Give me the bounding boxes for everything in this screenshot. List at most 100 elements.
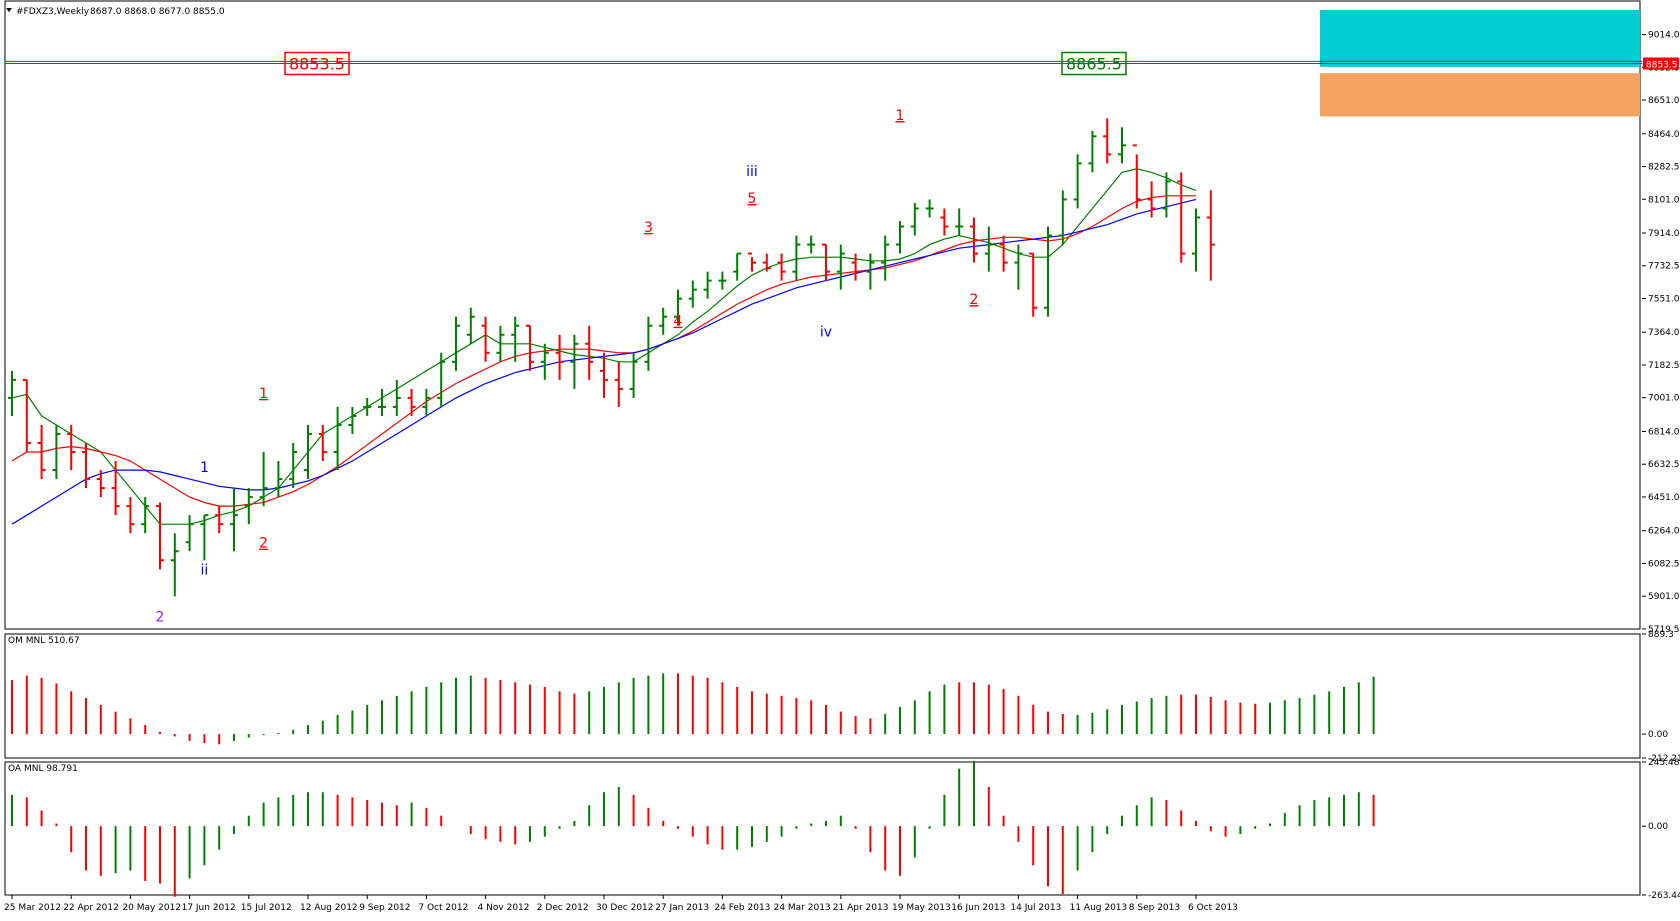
osc1-label: OM MNL 510.67 (8, 636, 80, 646)
ohlc-bar (200, 514, 209, 561)
ohlc-bar (600, 352, 608, 398)
wave-label: 3 (644, 220, 653, 236)
time-tick-label: 7 Oct 2012 (418, 903, 468, 913)
wave-label: 1 (896, 108, 905, 124)
ohlc-bar (392, 379, 401, 416)
time-tick-label: 30 Dec 2012 (596, 903, 654, 913)
time-tick-label: 6 Oct 2013 (1188, 903, 1238, 913)
ohlc-bar (1044, 226, 1052, 317)
ohlc-bar (170, 533, 179, 597)
price-tick-label: 9014.0 (1648, 31, 1680, 41)
price-zones (1320, 10, 1640, 117)
price-tick-label: 7182.5 (1648, 361, 1680, 371)
wave-label: iv (820, 325, 832, 341)
ohlc-bar (1206, 190, 1215, 281)
time-tick-label: 8 Sep 2013 (1129, 903, 1180, 913)
ohlc-bar (141, 497, 150, 534)
main-price-axis: 9014.08832.58651.08464.08282.58101.07914… (1642, 31, 1680, 635)
ohlc-bar (703, 271, 712, 299)
time-tick-label: 9 Sep 2012 (359, 903, 410, 913)
ohlc-bar (688, 280, 697, 308)
price-tick-label: 6264.0 (1648, 527, 1680, 537)
wave-label: 5 (748, 191, 757, 207)
price-tick-label: 5901.0 (1648, 592, 1680, 602)
osc2-label: OA MNL 98.791 (8, 764, 78, 774)
ohlc-bar (629, 352, 638, 398)
time-tick-label: 21 Apr 2013 (833, 903, 889, 913)
ohlc-bar (659, 307, 668, 335)
ohlc-bar (555, 334, 564, 380)
ohlc-bars (8, 118, 1215, 597)
price-box-red (284, 51, 350, 76)
ohlc-bar (304, 424, 312, 480)
wave-label: iii (746, 164, 758, 180)
ohlc-bar (1192, 208, 1200, 272)
time-axis: 25 Mar 2012 22 Apr 2012 20 May 2012 17 Jun … (4, 895, 1238, 913)
ohlc-bar (52, 424, 61, 480)
oscillator-oa-pane: OA MNL 98.791 245.486 0.00 -263.448 (4, 758, 1680, 901)
ohlc-bar (674, 289, 682, 326)
moving-average-red (11, 195, 1196, 507)
ohlc-bar (230, 488, 238, 552)
time-tick-label: 19 May 2013 (892, 903, 951, 913)
price-lines (5, 60, 1642, 65)
ohlc-bar (866, 253, 875, 290)
osc1-frame (4, 633, 1641, 759)
price-tick-label: 6632.5 (1648, 460, 1680, 470)
price-zone-cyan (1320, 10, 1640, 67)
price-tick-label: 7551.0 (1648, 294, 1680, 304)
osc2-axis: 245.486 0.00 -263.448 (1642, 758, 1680, 901)
ohlc-bar (614, 361, 623, 407)
ohlc-bar (126, 497, 135, 534)
ohlc-bar (67, 424, 76, 471)
time-tick-label: 24 Feb 2013 (714, 903, 770, 913)
price-box-green (1061, 51, 1127, 76)
ohlc-bar (407, 388, 416, 416)
ohlc-bar (999, 235, 1008, 272)
ohlc-bar (970, 217, 978, 263)
ohlc-bar (511, 316, 520, 362)
ohlc-bar (22, 378, 31, 453)
time-tick-label: 12 Aug 2012 (300, 903, 358, 913)
osc-tick-label: -212.21 (1648, 754, 1680, 764)
time-tick-label: 22 Apr 2012 (63, 903, 119, 913)
ohlc-bar (466, 307, 475, 344)
ohlc-bar (289, 442, 298, 489)
osc1-axis: 889.3 0.00 -212.21 (1642, 630, 1680, 764)
osc-tick-label: 0.00 (1648, 730, 1668, 740)
ohlc-bar (437, 352, 446, 407)
ohlc-bar (378, 388, 386, 416)
wave-label: 2 (156, 610, 165, 626)
ohlc-bar (82, 442, 90, 489)
ohlc-bar (244, 488, 253, 525)
price-tick-label: 7001.0 (1648, 394, 1680, 404)
time-tick-label: 16 Jun 2013 (951, 903, 1005, 913)
time-tick-label: 24 Mar 2013 (774, 903, 831, 913)
symbol-label: #FDXZ3,Weekly (16, 7, 90, 17)
ohlc-bar (348, 406, 357, 434)
current-price-tag-label: 8853.5 (1646, 61, 1678, 71)
ohlc-bar (481, 316, 490, 362)
price-zone-orange (1320, 73, 1640, 117)
ohlc-bar (540, 343, 549, 380)
price-tick-label: 7732.5 (1648, 262, 1680, 272)
time-tick-label: 17 Jun 2012 (182, 903, 236, 913)
price-tick-label: 5719.5 (1648, 625, 1680, 635)
ohlc-bar (274, 461, 283, 498)
ohlc-bar (748, 252, 756, 272)
moving-average-green (11, 168, 1197, 525)
ohlc-bar (259, 452, 268, 507)
ohlc-bar (1103, 118, 1112, 164)
ohlc-bar (807, 235, 816, 254)
time-tick-label: 14 Jul 2013 (1010, 903, 1061, 913)
price-tick-label: 7364.0 (1648, 328, 1680, 338)
ohlc-bar (822, 243, 830, 281)
time-tick-label: 2 Dec 2012 (537, 903, 589, 913)
ohlc-bar (940, 208, 949, 236)
ohlc-bar (156, 502, 164, 570)
ohlc-bar (925, 199, 934, 218)
ohlc-bar (644, 316, 653, 371)
menu-triangle-icon[interactable] (6, 8, 12, 12)
